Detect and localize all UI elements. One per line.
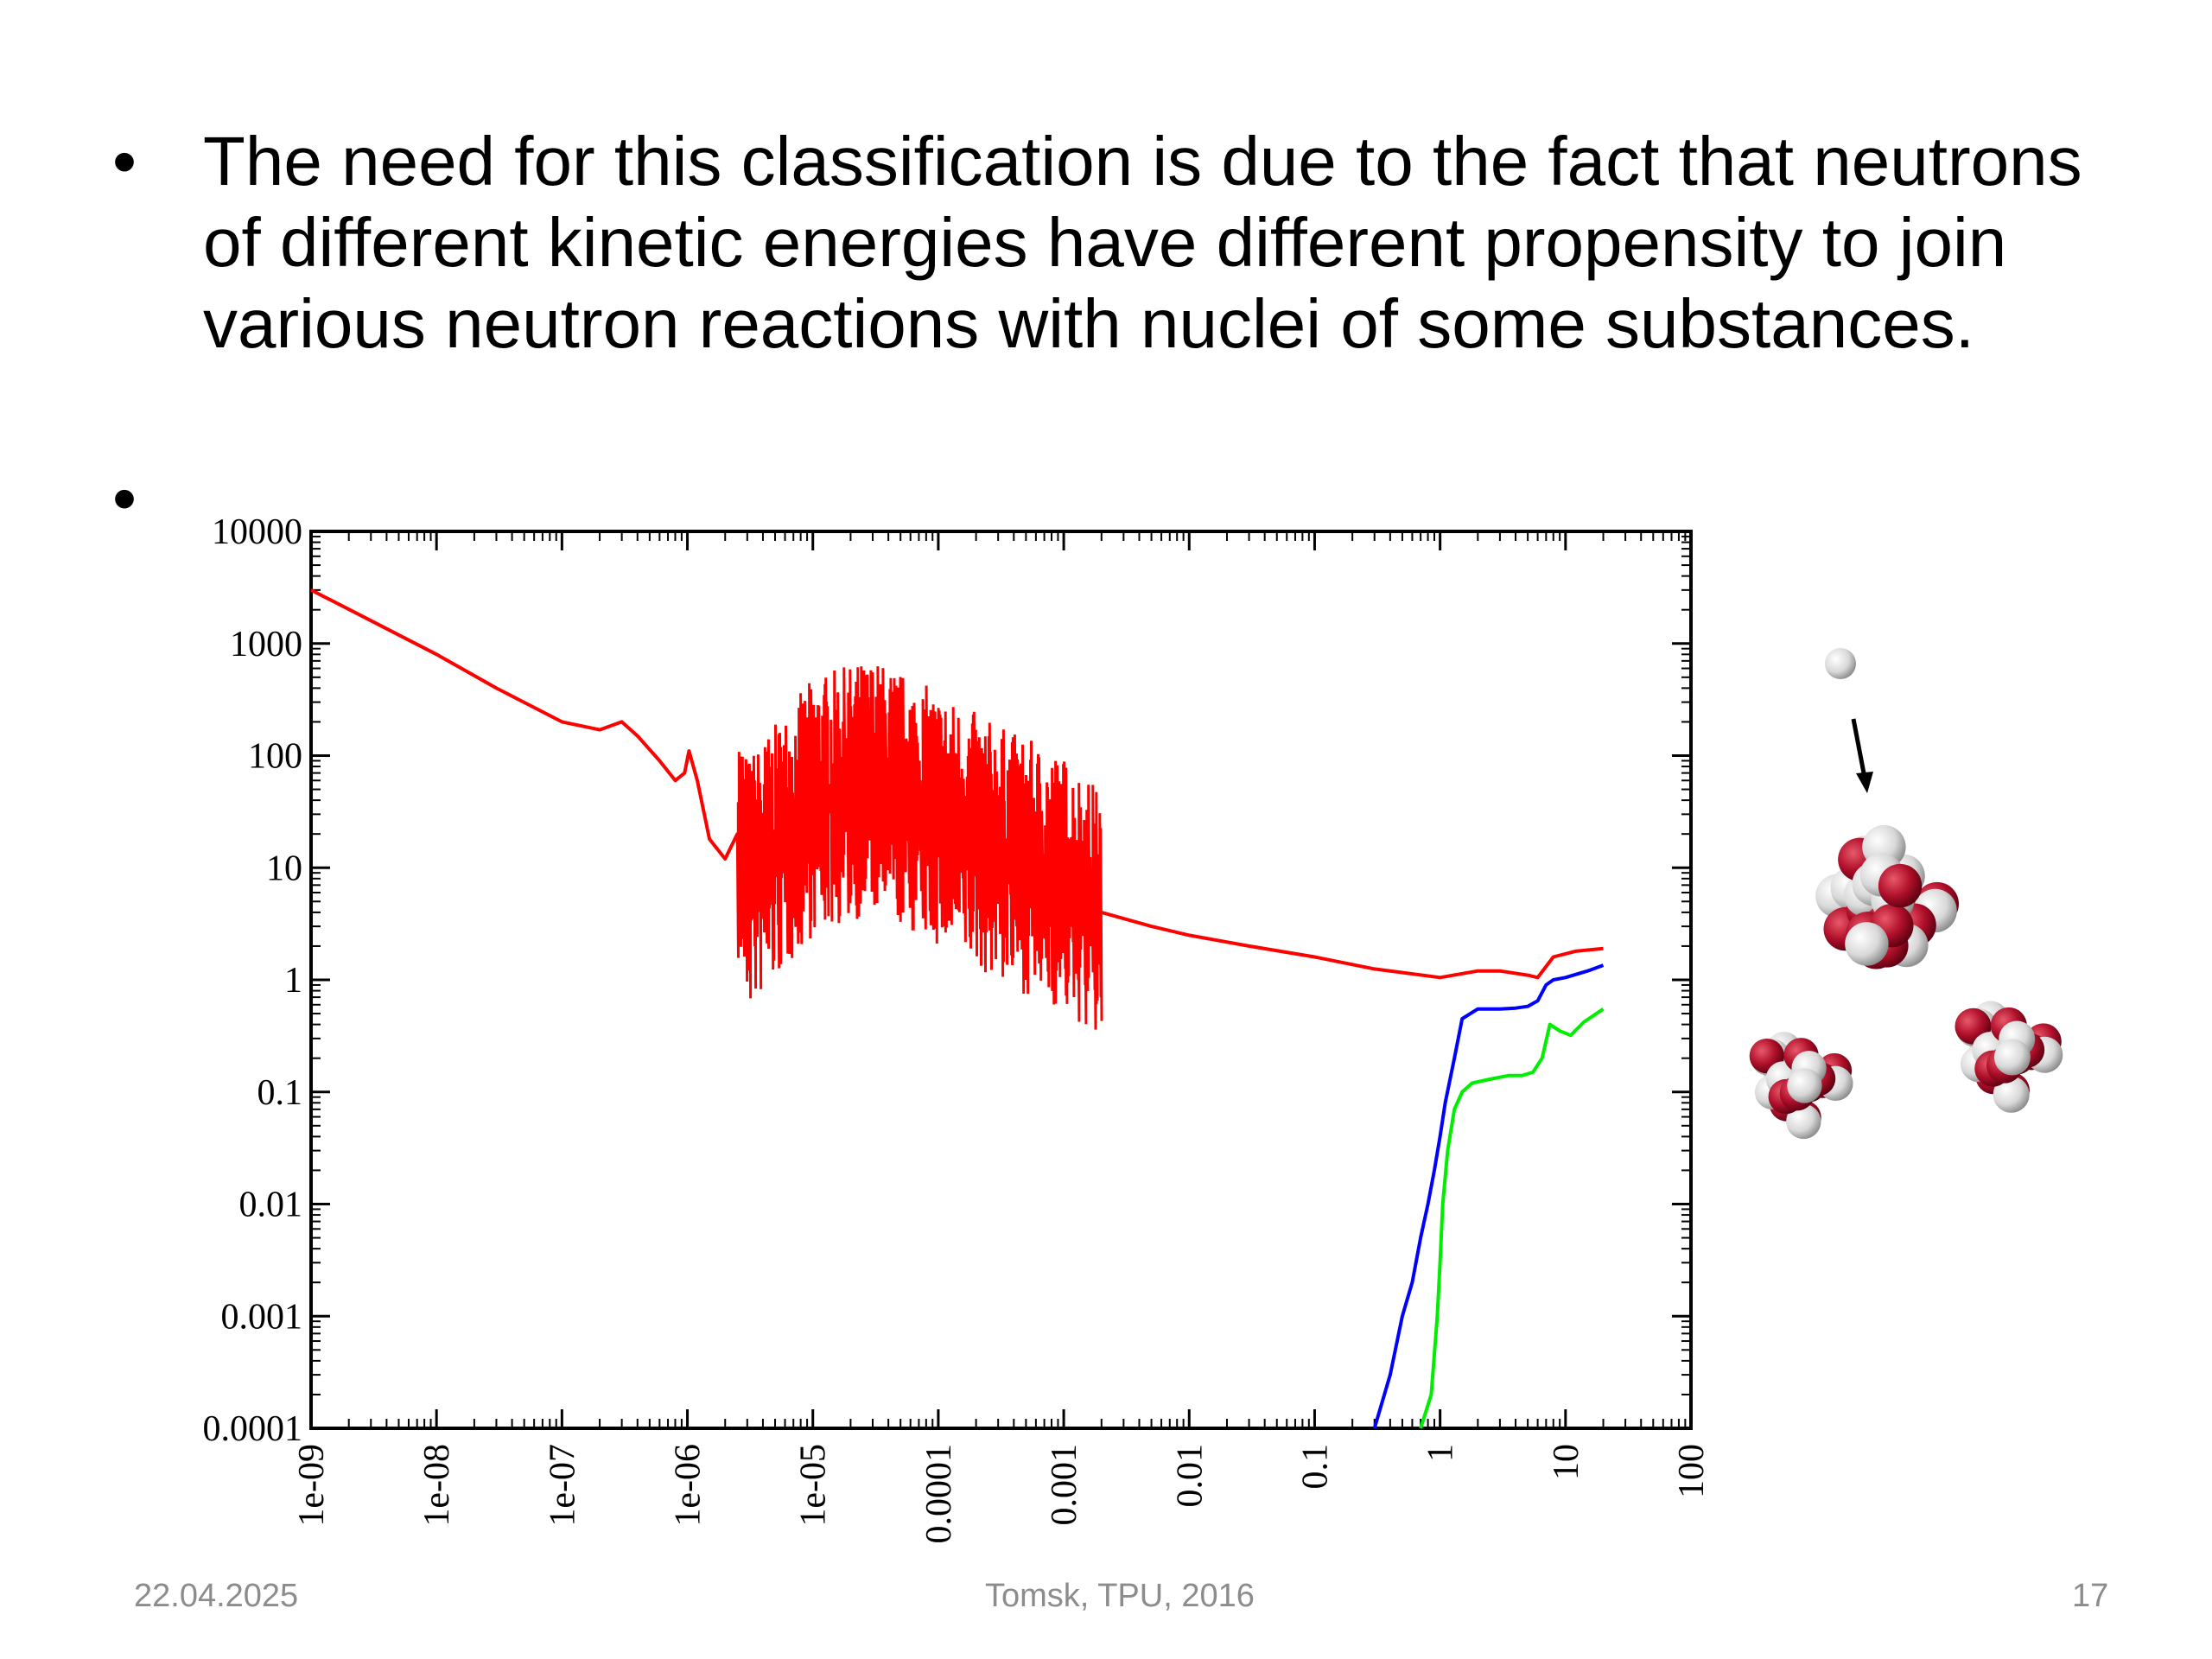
x-tick-label: 1e-05 — [794, 1444, 834, 1527]
axis-ticks — [309, 530, 1693, 1430]
y-tick-label: 100 — [248, 737, 302, 777]
y-tick-label: 0.0001 — [203, 1409, 303, 1449]
footer-center: Tomsk, TPU, 2016 — [985, 1578, 1255, 1614]
fission-fragment-left — [1749, 1032, 1853, 1140]
neutron-sphere — [1786, 1103, 1821, 1140]
y-tick-label: 0.001 — [221, 1297, 303, 1337]
bullet-dot: • — [112, 460, 137, 537]
nucleus-illustration — [1749, 648, 2063, 1140]
plot-frame — [309, 530, 1693, 1430]
footer-date: 22.04.2025 — [134, 1578, 299, 1614]
fission-fragment-right — [1955, 1001, 2063, 1113]
proton-sphere — [1878, 863, 1923, 908]
x-tick-label: 1e-07 — [543, 1444, 582, 1527]
bullet-item: • The need for this classification is du… — [112, 121, 2126, 365]
neutron-sphere — [1845, 922, 1889, 966]
x-tick-label: 1e-06 — [669, 1444, 709, 1527]
x-tick-label: 0.1 — [1295, 1444, 1335, 1490]
footer-page-number: 17 — [2072, 1578, 2109, 1614]
series-line-1 — [1372, 963, 1605, 1429]
x-tick-label: 0.001 — [1045, 1444, 1084, 1526]
y-tick-labels: 10000 1000 100 10 1 0.1 0.01 0.001 0.0001 — [203, 512, 303, 1449]
x-tick-label: 10 — [1547, 1444, 1586, 1480]
y-tick-label: 0.01 — [239, 1185, 303, 1225]
neutron-sphere — [1787, 1068, 1822, 1103]
y-tick-label: 10 — [266, 849, 302, 888]
bullet-item-empty: • — [112, 458, 137, 539]
x-tick-label: 100 — [1672, 1444, 1712, 1498]
x-tick-label: 0.0001 — [919, 1444, 959, 1544]
y-tick-label: 1000 — [230, 625, 302, 664]
neutron-particle — [1825, 648, 1856, 679]
chart-series — [310, 588, 1605, 1429]
arrow-head — [1856, 772, 1873, 793]
resonance-region — [735, 666, 1103, 1030]
bullet-list: • The need for this classification is du… — [112, 121, 2126, 365]
x-tick-label: 0.01 — [1170, 1444, 1210, 1508]
x-tick-labels: 1e-09 1e-08 1e-07 1e-06 1e-05 0.0001 0.001 0.01… — [292, 1444, 1712, 1544]
bullet-text: The need for this classification is due … — [203, 123, 2082, 362]
neutron-sphere — [1993, 1039, 2031, 1076]
x-tick-label: 1 — [1421, 1444, 1461, 1462]
y-tick-label: 1 — [284, 961, 302, 1001]
incoming-arrow — [1851, 718, 1867, 779]
x-tick-label: 1e-09 — [292, 1444, 332, 1527]
y-tick-label: 0.1 — [257, 1073, 303, 1113]
bullet-dot: • — [112, 123, 137, 200]
neutron-sphere — [1993, 1076, 2030, 1113]
series-line-2 — [1419, 1007, 1605, 1429]
target-nucleus — [1815, 824, 1959, 969]
x-tick-label: 1e-08 — [417, 1444, 457, 1527]
y-tick-label: 10000 — [212, 512, 302, 552]
